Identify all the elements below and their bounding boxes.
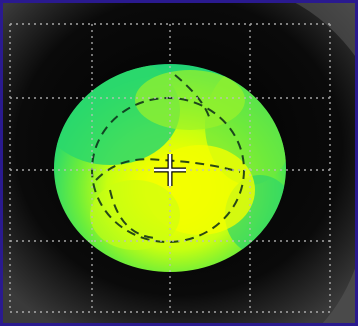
- grid-overlay: [9, 23, 331, 313]
- crosshair-icon[interactable]: [154, 154, 186, 186]
